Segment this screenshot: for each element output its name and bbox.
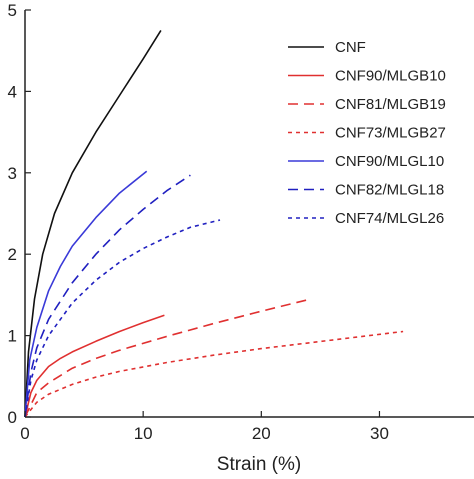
axis-ticks: 0 1 2 3 4 5 0 10 20 30 (8, 1, 389, 443)
legend-label: CNF90/MLGL10 (335, 153, 444, 170)
x-tick-label: 30 (370, 424, 389, 443)
y-tick-label: 5 (8, 1, 17, 20)
legend-label: CNF73/MLGB27 (335, 125, 446, 142)
plot-area (24, 10, 474, 418)
x-tick-label: 10 (134, 424, 153, 443)
series-line-cnf74-mlgl26 (24, 219, 221, 418)
legend-label: CNF74/MLGL26 (335, 210, 444, 227)
series-line-cnf (24, 29, 162, 418)
legend-label: CNF82/MLGL18 (335, 182, 444, 199)
series-line-cnf90-mlgl10 (24, 170, 148, 418)
series-line-cnf81-mlgb19 (24, 298, 312, 418)
y-tick-label: 3 (8, 164, 17, 183)
legend-label: CNF (335, 39, 366, 56)
y-tick-label: 2 (8, 245, 17, 264)
y-tick-label: 1 (8, 327, 17, 346)
y-tick-label: 0 (8, 408, 17, 427)
series-lines (24, 29, 404, 418)
legend-label: CNF81/MLGB19 (335, 96, 446, 113)
series-line-cnf73-mlgb27 (24, 330, 404, 418)
x-tick-label: 0 (20, 424, 29, 443)
x-tick-label: 20 (252, 424, 271, 443)
series-line-cnf90-mlgb10 (24, 314, 165, 418)
series-line-cnf82-mlgl18 (24, 174, 191, 418)
x-axis-title: Strain (%) (217, 454, 301, 474)
y-tick-label: 4 (8, 82, 17, 101)
legend: CNF CNF90/MLGB10 CNF81/MLGB19 CNF73/MLGB27 C… (288, 39, 446, 227)
legend-label: CNF90/MLGB10 (335, 68, 446, 85)
